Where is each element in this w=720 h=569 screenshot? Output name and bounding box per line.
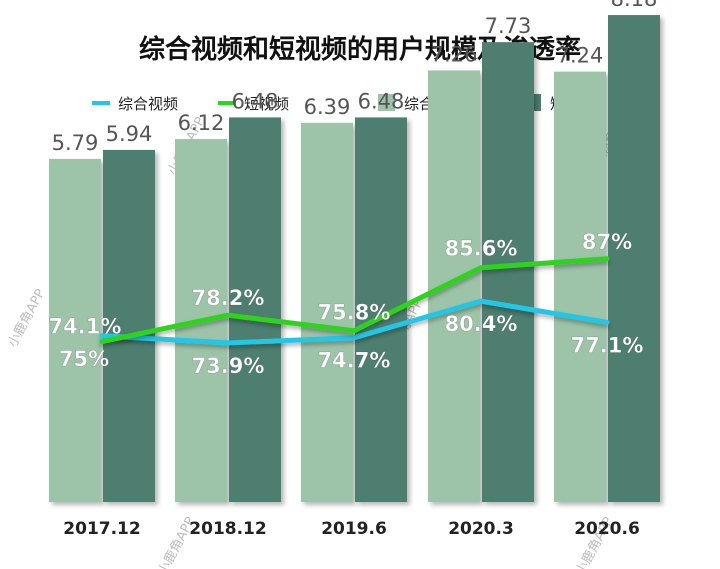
lines bbox=[99, 256, 610, 346]
line-value-label: 74.7% bbox=[318, 349, 391, 373]
x-tick-label: 2017.12 bbox=[63, 519, 140, 539]
line-value-label: 75% bbox=[59, 347, 109, 371]
x-tick-label: 2018.12 bbox=[189, 519, 266, 539]
line-comprehensive-penetration bbox=[99, 298, 610, 346]
bar-short-2020.3 bbox=[482, 42, 534, 503]
bar-value-label: 7.26 bbox=[431, 42, 478, 66]
watermark-text: 小鹿角APP bbox=[4, 286, 48, 350]
line-value-label: 85.6% bbox=[445, 237, 518, 261]
bar-value-label: 8.18 bbox=[611, 0, 658, 11]
line-value-label: 74.1% bbox=[49, 315, 122, 339]
legend-line-swatch bbox=[218, 101, 236, 105]
bar-value-label: 7.73 bbox=[485, 14, 532, 38]
bar-value-label: 6.12 bbox=[178, 111, 225, 135]
x-tick-label: 2020.6 bbox=[574, 519, 640, 539]
line-value-label: 80.4% bbox=[445, 312, 518, 336]
bar-value-label: 6.39 bbox=[304, 95, 351, 119]
bars bbox=[49, 15, 660, 503]
bar-comprehensive-2020.3 bbox=[428, 70, 480, 502]
bar-comprehensive-2020.6 bbox=[554, 71, 606, 502]
legend-label: 综合视频 bbox=[118, 95, 178, 113]
bar-value-label: 6.48 bbox=[358, 89, 405, 113]
bar-short-2017.12 bbox=[103, 149, 155, 503]
x-tick-label: 2020.3 bbox=[448, 519, 514, 539]
x-axis-ticks: 2017.12 2018.12 2019.6 2020.3 2020.6 bbox=[63, 519, 640, 539]
bar-value-label: 7.24 bbox=[557, 44, 604, 68]
bar-short-2020.6 bbox=[608, 15, 660, 503]
bar-comprehensive-2019.6 bbox=[301, 122, 353, 503]
legend-label: 短视频 bbox=[244, 95, 289, 113]
legend-line-swatch bbox=[92, 101, 110, 105]
bar-value-label: 5.79 bbox=[52, 131, 99, 155]
bar-short-2018.12 bbox=[229, 117, 281, 503]
bar-value-label: 6.48 bbox=[232, 89, 279, 113]
line-value-label: 73.9% bbox=[192, 354, 265, 378]
bar-value-label: 5.94 bbox=[106, 122, 153, 146]
x-tick-label: 2019.6 bbox=[321, 519, 387, 539]
line-short-penetration bbox=[99, 256, 610, 345]
bar-comprehensive-2017.12 bbox=[49, 158, 101, 502]
legend-box-swatch bbox=[378, 94, 395, 111]
line-value-label: 87% bbox=[582, 230, 632, 254]
line-value-label: 75.8% bbox=[318, 301, 391, 325]
line-value-label: 78.2% bbox=[192, 286, 265, 310]
line-value-label: 77.1% bbox=[571, 333, 644, 357]
data-labels: 5.79 6.12 6.39 7.26 7.24 5.94 6.48 6.48 7.73 8.18… bbox=[48, 0, 658, 378]
